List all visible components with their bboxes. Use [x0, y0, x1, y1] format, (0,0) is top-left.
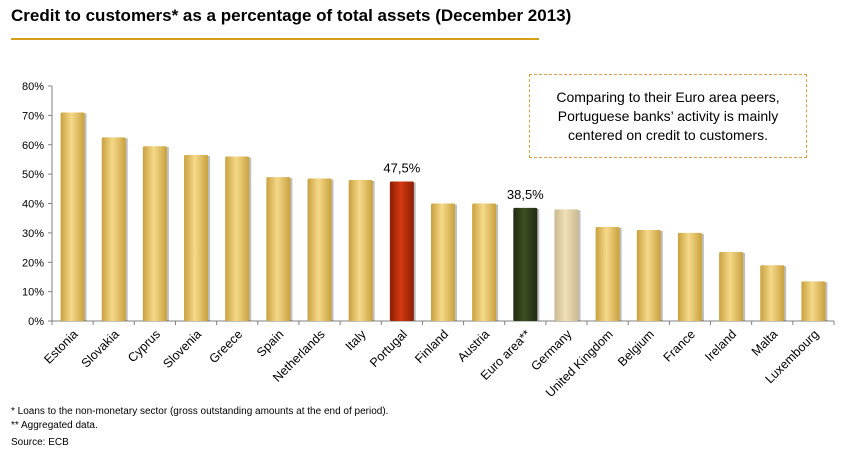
chart-axes: 0% 10% 20% 30% 40% 50% 60% 70% 80%	[22, 81, 835, 328]
bar-slovakia	[101, 137, 126, 321]
bar-malta	[760, 265, 785, 321]
bar-spain	[266, 177, 291, 321]
bar-austria	[472, 203, 497, 321]
bars-group	[60, 112, 828, 321]
y-tick-label: 80%	[22, 81, 44, 93]
bar-italy	[348, 180, 373, 321]
category-label: Italy	[343, 327, 370, 354]
y-tick-label: 40%	[22, 199, 44, 211]
bar-portugal	[389, 181, 414, 321]
category-label: Greece	[206, 327, 245, 366]
bar-luxembourg	[801, 281, 826, 321]
y-tick-label: 0%	[28, 316, 44, 328]
category-label: Ireland	[702, 327, 739, 364]
footnote-1: * Loans to the non-monetary sector (gros…	[11, 406, 389, 417]
bar-slovenia	[184, 155, 209, 321]
category-label: Austria	[455, 327, 492, 364]
data-label: 38,5%	[507, 187, 544, 202]
bar-belgium	[636, 229, 661, 321]
bar-france	[677, 232, 702, 321]
bar-chart: 0% 10% 20% 30% 40% 50% 60% 70% 80% EstoniaSlovak…	[22, 81, 835, 400]
callout-box: Comparing to their Euro area peers, Port…	[529, 74, 807, 158]
bar-euro-area	[513, 207, 538, 321]
data-label: 47,5%	[383, 160, 420, 175]
bar-finland	[431, 203, 455, 321]
title-underline	[11, 38, 539, 40]
y-tick-label: 20%	[22, 257, 44, 269]
category-label: Finland	[412, 327, 451, 366]
bar-cyprus	[142, 146, 167, 321]
bar-germany	[554, 209, 579, 321]
y-tick-label: 60%	[22, 140, 44, 152]
bar-ireland	[719, 251, 744, 321]
bar-estonia	[60, 112, 85, 321]
bar-united-kingdom	[595, 227, 620, 321]
y-tick-label: 30%	[22, 228, 44, 240]
category-label: Slovakia	[79, 327, 122, 370]
footnote-2: ** Aggregated data.	[11, 420, 98, 431]
callout-text: Comparing to their Euro area peers, Port…	[556, 88, 780, 143]
category-label: Estonia	[41, 327, 80, 366]
category-label: Slovenia	[160, 327, 204, 371]
category-label: Spain	[254, 327, 287, 360]
chart-title: Credit to customers* as a percentage of …	[11, 6, 572, 25]
bar-netherlands	[307, 178, 332, 321]
source-note: Source: ECB	[11, 437, 69, 448]
category-label: Portugal	[367, 327, 410, 370]
bar-greece	[225, 156, 250, 321]
category-label: Belgium	[615, 327, 657, 369]
y-tick-label: 50%	[22, 169, 44, 181]
footnotes: * Loans to the non-monetary sector (gros…	[11, 405, 388, 433]
category-label: Malta	[749, 327, 781, 359]
category-label: France	[661, 327, 698, 364]
category-label: Cyprus	[125, 327, 163, 365]
y-tick-label: 70%	[22, 110, 44, 122]
y-tick-label: 10%	[22, 287, 44, 299]
